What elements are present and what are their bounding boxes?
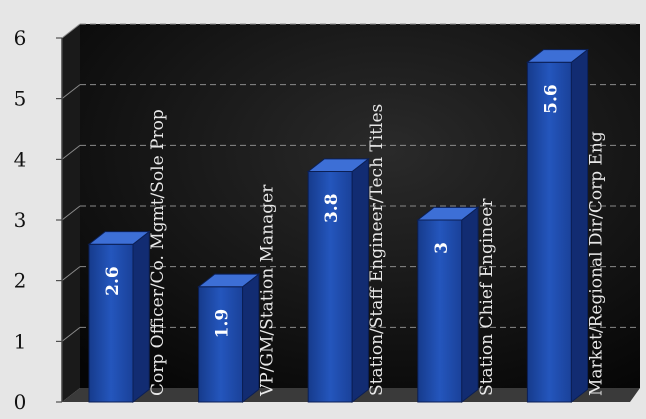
- bar-side: [242, 273, 260, 404]
- bar-group: [87, 230, 151, 404]
- data-label: 3: [432, 242, 452, 254]
- bar-side: [132, 230, 150, 404]
- data-label: 2.6: [103, 266, 123, 296]
- gridline: [61, 326, 81, 342]
- category-label: Market/Regional Dir/Corp Eng: [586, 131, 606, 396]
- gridline: [61, 205, 81, 221]
- y-tick-label: 1: [14, 329, 27, 353]
- data-label: 3.8: [322, 193, 342, 223]
- bar: [88, 243, 134, 403]
- category-label: Station Chief Engineer: [477, 198, 497, 396]
- bar-side: [461, 206, 479, 404]
- bar: [198, 286, 244, 403]
- gridline: [61, 23, 81, 39]
- category-label: Corp Officer/Co. Mgmt/Sole Prop: [148, 109, 168, 396]
- y-tick-label: 3: [14, 208, 27, 232]
- y-tick-label: 5: [14, 87, 27, 111]
- bar-top: [306, 158, 370, 172]
- gridline: [61, 84, 81, 100]
- bar-group: [525, 48, 590, 404]
- y-tick-label: 0: [14, 390, 27, 414]
- gridline: [61, 266, 81, 282]
- category-label: VP/GM/Station Manager: [258, 184, 278, 397]
- gridline: [61, 144, 81, 160]
- data-label: 1.9: [213, 309, 233, 339]
- bar-group: [197, 273, 261, 404]
- bar-side: [351, 157, 369, 404]
- category-label: Station/Staff Engineer/Tech Titles: [367, 104, 387, 396]
- bar-group: [306, 157, 370, 404]
- y-tick-label: 2: [14, 269, 27, 293]
- bar-group: [416, 206, 480, 404]
- bar-side: [570, 48, 589, 404]
- data-label: 5.6: [541, 84, 561, 114]
- bar-top: [87, 231, 151, 245]
- bar: [307, 170, 353, 403]
- bar-top: [416, 206, 480, 221]
- bar: [526, 61, 572, 403]
- bar-top: [197, 273, 261, 288]
- y-tick-label: 4: [14, 147, 27, 171]
- bar-top: [525, 49, 590, 63]
- y-tick-label: 6: [14, 26, 27, 50]
